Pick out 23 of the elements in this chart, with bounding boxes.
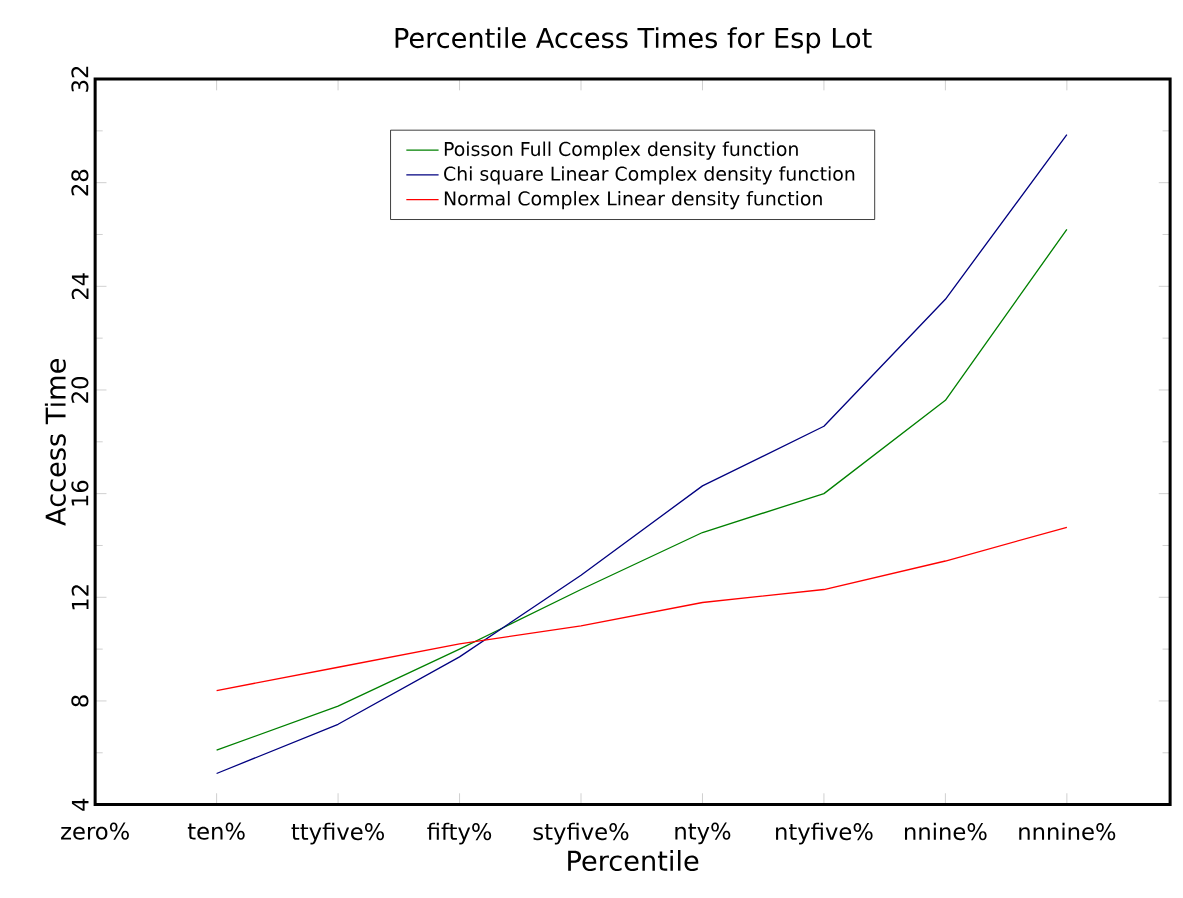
x-tick-label: fifty% — [427, 822, 492, 845]
x-tick-label: ttyfive% — [291, 822, 385, 845]
legend-label: Normal Complex Linear density function — [444, 191, 822, 210]
x-tick-label: nty% — [675, 822, 731, 845]
y-tick-label: 12 — [71, 585, 89, 610]
y-tick-label: 32 — [71, 67, 89, 92]
y-tick-label: 16 — [71, 480, 89, 506]
chart-title: Percentile Access Times for Esp Lot — [395, 27, 872, 54]
y-tick-label: 4 — [71, 798, 89, 811]
x-tick-label: zero% — [61, 822, 129, 840]
x-tick-label: nnnine% — [1019, 822, 1116, 841]
legend-label: Chi square Linear Complex density function — [444, 166, 855, 185]
y-tick-label: 20 — [71, 377, 89, 403]
x-tick-label: ntyfive% — [776, 822, 873, 845]
x-tick-label: nnine% — [905, 822, 987, 841]
x-tick-label: ten% — [187, 822, 245, 840]
y-axis-title: Access Time — [44, 359, 66, 526]
x-tick-label: styfive% — [533, 822, 629, 845]
y-tick-label: 24 — [71, 273, 89, 300]
x-axis-title: Percentile — [568, 850, 699, 872]
legend-label: Poisson Full Complex density function — [444, 141, 798, 161]
y-tick-label: 8 — [71, 695, 89, 707]
y-tick-label: 28 — [71, 170, 89, 196]
